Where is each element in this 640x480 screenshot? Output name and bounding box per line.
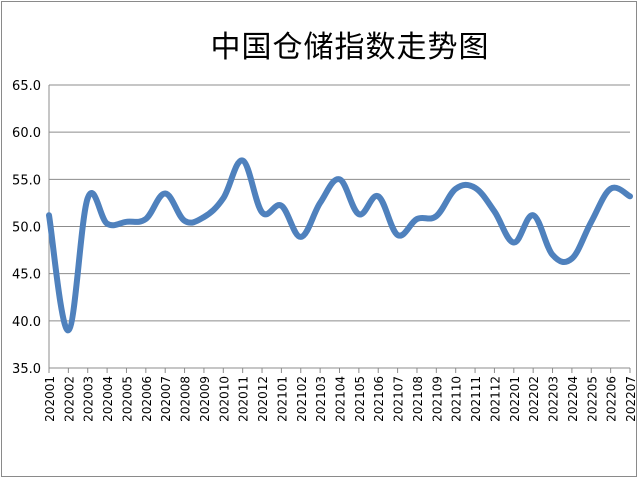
x-tick-label: 202004 [101,376,115,422]
x-tick-label: 202108 [411,376,425,422]
x-tick-label: 202006 [140,376,154,422]
y-tick-labels: 35.0 40.0 45.0 50.0 55.0 60.0 65.0 [12,79,41,377]
x-tick-label: 202206 [605,376,619,422]
x-tick-label: 202008 [179,376,193,422]
x-tick-label: 202204 [566,376,580,422]
x-tick-label: 202101 [275,376,289,422]
chart-title: 中国仓储指数走势图 [210,30,490,65]
x-tick-label: 202201 [508,376,522,422]
x-tick-label: 202005 [120,376,134,422]
x-tick-label: 202007 [159,376,173,422]
series-group [46,157,633,334]
x-tick-label: 202111 [469,376,483,422]
x-tick-label: 202102 [295,376,309,422]
x-tick-label: 202109 [430,376,444,422]
y-tick-label: 45.0 [12,268,41,283]
x-tick-label: 202003 [82,376,96,422]
y-tick-label: 65.0 [12,79,41,94]
x-tick-label: 202103 [314,376,328,422]
x-tick-label: 202001 [43,376,57,422]
series-line [46,157,633,334]
x-tick-label: 202011 [237,376,251,422]
y-tick-label: 40.0 [12,315,41,330]
x-tick-label: 202104 [334,376,348,422]
x-tick-label: 202112 [488,376,502,422]
x-tick-label: 202110 [450,376,464,422]
x-tick-label: 202203 [547,376,561,422]
gridlines [49,84,630,322]
x-tick-label: 202105 [353,376,367,422]
x-tick-label: 202107 [392,376,406,422]
y-tick-label: 35.0 [12,362,41,377]
y-tick-label: 60.0 [12,126,41,141]
x-tick-label: 202009 [198,376,212,422]
y-tick-label: 55.0 [12,173,41,188]
x-tick-label: 202207 [624,376,638,422]
x-tick-labels: 202001 202002 202003 202004 202005 202006 2020… [43,376,638,422]
x-tick-label: 202205 [585,376,599,422]
x-tick-label: 202010 [217,376,231,422]
y-tick-label: 50.0 [12,221,41,236]
x-tick-label: 202106 [372,376,386,422]
x-tick-label: 202002 [62,376,76,422]
x-tick-label: 202012 [256,376,270,422]
x-tick-label: 202202 [527,376,541,422]
